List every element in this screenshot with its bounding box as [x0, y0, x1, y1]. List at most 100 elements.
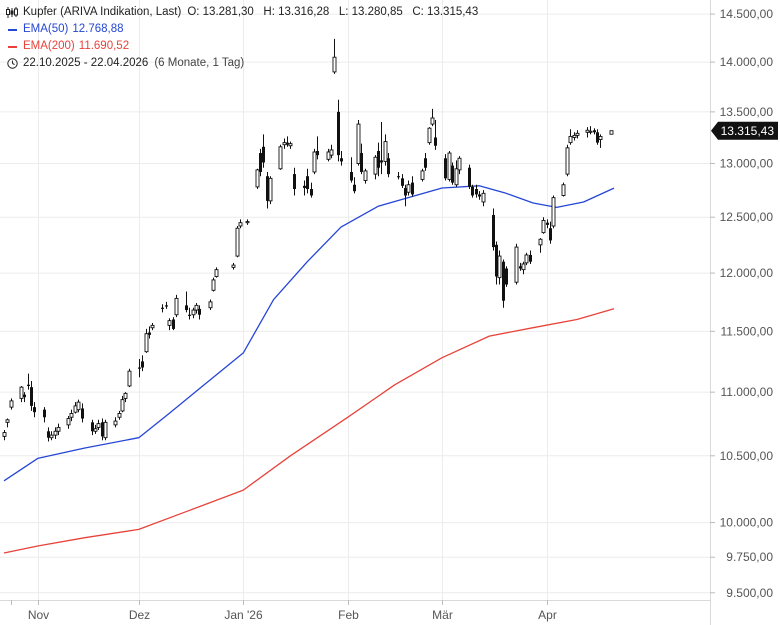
candle [519, 262, 522, 271]
candle-body-up [9, 400, 14, 408]
last-value-text: 13.315,43 [721, 124, 775, 138]
candle [49, 431, 54, 441]
y-axis: 9.500,00 9.750,00 10.000,00 10.500,00 11.000… [710, 7, 773, 600]
candle [27, 373, 30, 390]
candle-body-down [360, 153, 363, 172]
candle [353, 177, 356, 194]
candle-body-down [310, 189, 313, 196]
candle [165, 301, 168, 309]
candle [502, 259, 505, 308]
legend-range-row[interactable]: 22.10.2025 - 22.04.2026 (6 Monate, 1 Tag… [6, 55, 478, 72]
candle-body-up [588, 130, 593, 133]
y-tick-label: 12.500,00 [720, 210, 774, 224]
candle [505, 266, 508, 287]
candle [198, 305, 201, 320]
candle-body-down [434, 137, 437, 146]
x-tick-label: Feb [338, 608, 359, 622]
candle [56, 423, 61, 436]
candle-body-down [404, 187, 407, 196]
candle [497, 250, 502, 285]
candle [316, 136, 319, 160]
candle-body-down [478, 194, 481, 197]
candle-body-up [255, 169, 260, 188]
candle-body-up [288, 143, 293, 147]
candle-body-up [53, 430, 58, 436]
candle [76, 399, 81, 413]
ohlc-values: O: 13.281,30 H: 13.316,28 L: 13.280,85 C… [187, 6, 479, 18]
candle-body-up [551, 197, 556, 227]
candle [161, 304, 164, 313]
candle [568, 129, 573, 145]
candle-body-down [451, 165, 454, 183]
candle [43, 407, 46, 423]
candle-body-down [549, 228, 552, 241]
candle [231, 262, 236, 270]
candle [457, 156, 462, 175]
candle-body-down [138, 367, 141, 369]
y-tick-label: 14.500,00 [720, 7, 774, 21]
candle-body-down [198, 308, 201, 315]
candle-body-up [572, 134, 577, 138]
candle-body-up [430, 117, 435, 125]
date-range: 22.10.2025 - 22.04.2026 [23, 57, 149, 69]
candle-body-down [401, 178, 404, 186]
candle [329, 144, 334, 159]
candle-body-up [120, 399, 125, 412]
candle-body-up [96, 423, 101, 428]
candle-body-down [471, 186, 474, 196]
candle-body-down [596, 132, 599, 143]
candle-body-down [505, 268, 508, 285]
candle-body-up [427, 127, 432, 144]
candle [262, 134, 265, 168]
candle-body-up [497, 255, 502, 279]
candle [268, 176, 273, 205]
candle [2, 429, 7, 441]
candle-body-up [56, 426, 61, 432]
candle-body-up [214, 269, 219, 277]
candles [2, 38, 614, 442]
candle [551, 195, 556, 229]
candle-body-up [373, 156, 378, 175]
candle-body-up [541, 220, 546, 234]
candle [492, 208, 495, 251]
candle-body-down [475, 189, 478, 195]
ema50-label: EMA(50) [23, 23, 69, 35]
candle-body-up [113, 420, 118, 426]
candle-body-up [524, 254, 529, 264]
candle [561, 182, 566, 197]
candle [404, 184, 407, 207]
candle-body-down [492, 215, 495, 248]
candle [380, 122, 383, 175]
candle [447, 150, 452, 182]
candle-body-up [454, 168, 459, 186]
candle-body-up [167, 320, 172, 326]
candle-body-up [457, 157, 462, 171]
ema50-path [3, 185, 615, 482]
y-tick-label: 11.500,00 [721, 324, 774, 338]
candle-body-up [127, 370, 132, 387]
range-detail: (6 Monate, 1 Tag) [154, 57, 245, 69]
candle-body-up [49, 434, 54, 439]
candle-body-up [561, 184, 566, 196]
candle-body-up [598, 135, 603, 140]
legend-ema50[interactable]: EMA(50) 12.768,88 [6, 21, 478, 38]
candle [593, 128, 596, 135]
candle [454, 160, 459, 187]
candle-body-up [123, 392, 128, 399]
candle-body-down [27, 384, 30, 386]
candle-body-up [211, 279, 216, 291]
candle [598, 134, 603, 148]
candle-body-up [5, 419, 10, 423]
candle [387, 153, 390, 178]
candle [9, 398, 14, 410]
legend-ema200[interactable]: EMA(200) 11.690,52 [6, 38, 478, 55]
candle [401, 174, 404, 188]
candle [167, 318, 172, 331]
candle-body-up [447, 152, 452, 180]
candle-body-down [303, 185, 306, 188]
candle [91, 419, 94, 436]
candle-body-down [266, 176, 269, 201]
candle [356, 120, 361, 166]
candle [101, 418, 104, 441]
